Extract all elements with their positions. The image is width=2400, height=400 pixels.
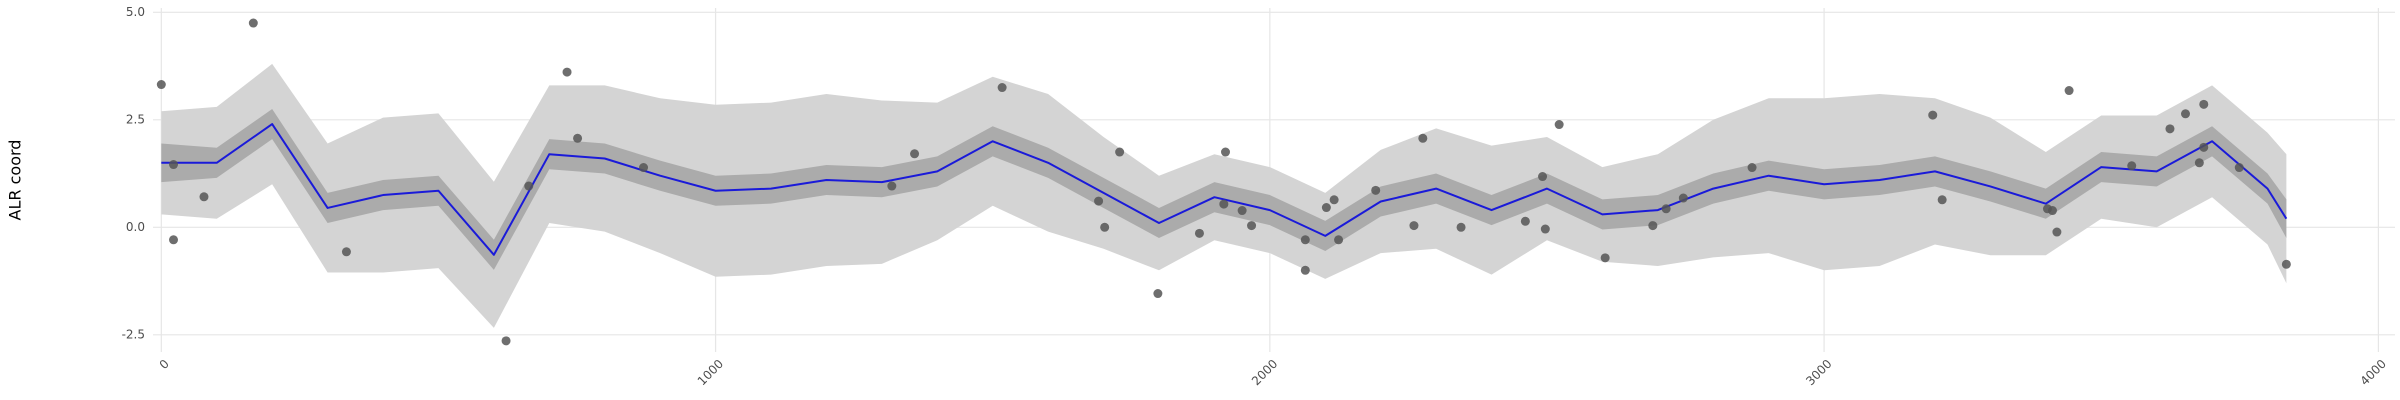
data-point <box>1194 228 1204 238</box>
data-point <box>341 247 351 257</box>
y-tick-label: 2.5 <box>126 112 145 126</box>
data-point <box>1321 203 1331 213</box>
data-point <box>2281 259 2291 269</box>
y-axis-label: ALR coord <box>6 140 25 221</box>
data-point <box>169 160 179 170</box>
data-point <box>562 67 572 77</box>
data-point <box>2199 99 2209 109</box>
data-point <box>1329 195 1339 205</box>
data-point <box>1247 221 1257 231</box>
y-tick-label: 5.0 <box>126 5 145 19</box>
data-point <box>1219 199 1229 209</box>
data-point <box>1456 222 1466 232</box>
data-point <box>1334 235 1344 245</box>
data-point <box>156 80 166 90</box>
data-point <box>573 133 583 143</box>
data-point <box>887 181 897 191</box>
data-point <box>169 235 179 245</box>
y-tick-label: -2.5 <box>122 327 145 341</box>
data-point <box>639 163 649 173</box>
x-tick-label: 1000 <box>695 357 726 388</box>
data-point <box>1300 235 1310 245</box>
data-point <box>997 83 1007 93</box>
data-point <box>1418 133 1428 143</box>
data-point <box>2165 124 2175 134</box>
data-point <box>524 181 534 191</box>
data-point <box>248 18 258 28</box>
data-point <box>2199 142 2209 152</box>
data-point <box>1153 289 1163 299</box>
data-point <box>1520 216 1530 226</box>
data-point <box>2180 109 2190 119</box>
fit-line <box>161 123 2288 256</box>
data-point <box>1300 265 1310 275</box>
data-point <box>501 336 511 346</box>
data-point <box>2194 158 2204 168</box>
data-point <box>1540 224 1550 234</box>
x-tick-label: 0 <box>157 357 172 372</box>
data-point <box>910 149 920 159</box>
data-point <box>1678 193 1688 203</box>
data-point <box>1115 147 1125 157</box>
data-point <box>1928 110 1938 120</box>
x-tick-label: 4000 <box>2357 357 2388 388</box>
data-point <box>2064 86 2074 96</box>
data-point <box>1094 196 1104 206</box>
confidence-band <box>161 109 2287 270</box>
data-point <box>2127 161 2137 171</box>
data-point <box>1554 120 1564 130</box>
data-point <box>1409 221 1419 231</box>
data-point <box>2047 206 2057 216</box>
data-point <box>1100 222 1110 232</box>
data-point <box>1538 172 1548 182</box>
data-point <box>2234 163 2244 173</box>
data-point <box>1371 185 1381 195</box>
data-point <box>1747 163 1757 173</box>
data-point <box>1661 204 1671 214</box>
data-point <box>1221 147 1231 157</box>
data-point <box>1237 206 1247 216</box>
x-tick-label: 2000 <box>1249 357 1280 388</box>
data-point <box>199 192 209 202</box>
y-tick-label: 0.0 <box>126 220 145 234</box>
data-point <box>1648 221 1658 231</box>
x-tick-label: 3000 <box>1803 357 1834 388</box>
data-point <box>1600 253 1610 263</box>
data-point <box>1937 195 1947 205</box>
data-point <box>2052 227 2062 237</box>
